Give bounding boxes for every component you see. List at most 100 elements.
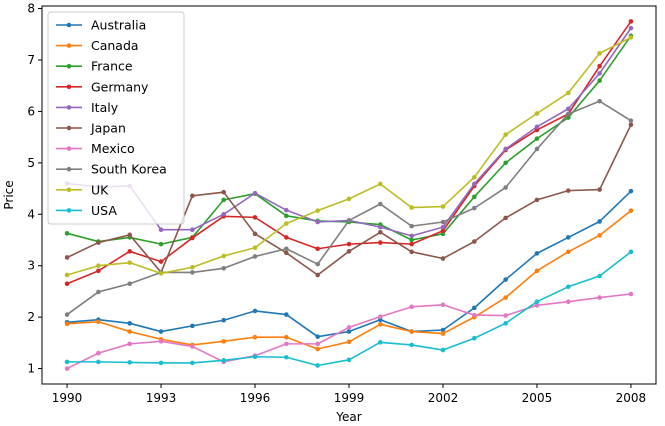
- data-point: [127, 321, 133, 326]
- legend-label: South Korea: [91, 162, 167, 177]
- data-point: [534, 251, 540, 256]
- data-point: [346, 218, 352, 223]
- data-point: [346, 329, 352, 334]
- legend-item: Mexico: [56, 141, 135, 156]
- data-point: [440, 219, 446, 225]
- legend-label: Australia: [91, 18, 146, 33]
- legend-item: Italy: [56, 100, 119, 115]
- data-point: [190, 360, 195, 366]
- x-tick-label: 2002: [428, 391, 459, 405]
- data-point: [503, 160, 508, 166]
- data-point: [440, 228, 446, 234]
- data-point: [284, 354, 289, 360]
- data-point: [315, 246, 320, 252]
- data-point: [628, 208, 634, 213]
- data-point: [534, 146, 540, 152]
- legend-item: Germany: [56, 79, 149, 94]
- data-point: [252, 354, 258, 360]
- legend-label: UK: [91, 182, 109, 197]
- data-point: [127, 360, 133, 365]
- data-point: [346, 196, 352, 202]
- data-point: [503, 132, 508, 137]
- data-point: [64, 321, 70, 327]
- legend: Australia Canada France Germany Italy Japan Me…: [47, 11, 185, 225]
- data-point: [346, 325, 352, 330]
- legend-label: Italy: [91, 100, 119, 115]
- data-point: [565, 284, 571, 290]
- legend-marker: [66, 43, 72, 48]
- data-point: [315, 346, 320, 352]
- data-point: [440, 204, 446, 209]
- data-point: [409, 342, 414, 348]
- data-point: [158, 227, 164, 233]
- data-point: [503, 277, 508, 282]
- data-point: [409, 241, 414, 247]
- data-point: [597, 63, 602, 69]
- data-point: [221, 211, 226, 217]
- data-point: [315, 261, 320, 267]
- data-point: [346, 241, 352, 247]
- data-point: [503, 321, 508, 326]
- legend-marker: [66, 187, 72, 193]
- data-point: [252, 190, 258, 196]
- data-point: [534, 136, 540, 141]
- data-point: [597, 71, 602, 76]
- y-tick-label: 8: [27, 2, 35, 16]
- data-point: [221, 253, 226, 259]
- y-axis-label: Price: [2, 180, 16, 209]
- data-point: [597, 273, 602, 279]
- data-point: [64, 281, 70, 287]
- data-point: [503, 313, 508, 318]
- data-point: [472, 312, 477, 318]
- data-point: [565, 188, 571, 193]
- data-point: [190, 235, 195, 241]
- data-point: [440, 302, 446, 308]
- data-point: [440, 256, 446, 261]
- data-point: [158, 360, 164, 366]
- data-point: [315, 334, 320, 339]
- data-point: [565, 249, 571, 255]
- y-tick-label: 5: [27, 156, 35, 170]
- data-point: [565, 235, 571, 240]
- legend-marker: [66, 166, 72, 172]
- legend-marker: [66, 105, 72, 110]
- y-tick-label: 6: [27, 104, 35, 118]
- data-point: [565, 90, 571, 96]
- data-point: [628, 249, 634, 255]
- data-point: [378, 314, 383, 319]
- x-tick-label: 1990: [52, 391, 83, 405]
- data-point: [127, 281, 133, 287]
- x-axis-label: Year: [335, 410, 361, 424]
- legend-marker: [66, 84, 72, 90]
- y-tick-label: 1: [27, 362, 35, 376]
- data-point: [346, 339, 352, 345]
- data-point: [628, 19, 634, 24]
- data-point: [472, 335, 477, 341]
- data-point: [472, 205, 477, 211]
- data-point: [378, 229, 383, 235]
- data-point: [346, 357, 352, 363]
- data-point: [378, 340, 383, 345]
- series-uk: [64, 35, 634, 278]
- x-tick-label: 2008: [616, 391, 647, 405]
- data-point: [378, 181, 383, 187]
- legend-box: [47, 11, 185, 225]
- legend-item: UK: [56, 182, 109, 197]
- data-point: [597, 98, 602, 104]
- data-point: [472, 305, 477, 311]
- data-point: [96, 350, 101, 356]
- data-point: [252, 245, 258, 251]
- data-point: [628, 291, 634, 297]
- legend-marker: [66, 125, 72, 131]
- legend-label: Canada: [91, 38, 139, 53]
- data-point: [96, 268, 101, 274]
- data-point: [252, 215, 258, 220]
- data-point: [565, 299, 571, 305]
- legend-label: USA: [91, 203, 117, 218]
- data-point: [409, 233, 414, 239]
- data-point: [284, 312, 289, 317]
- data-point: [534, 111, 540, 116]
- data-point: [190, 193, 195, 199]
- data-point: [221, 197, 226, 203]
- data-point: [440, 224, 446, 230]
